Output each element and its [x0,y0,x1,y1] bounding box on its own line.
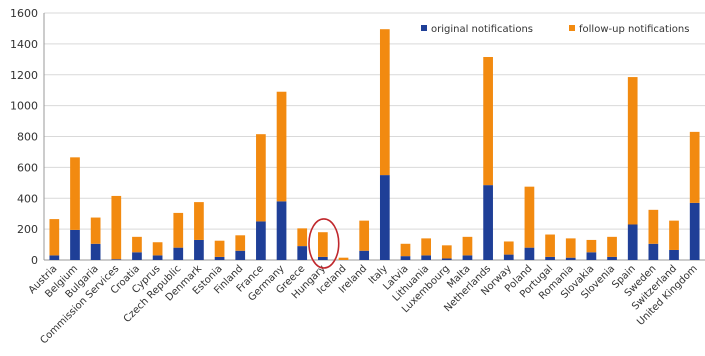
bar-original-denmark [194,239,204,260]
bar-follow-up-croatia [132,236,142,253]
bar-follow-up-czech-republic [173,212,184,248]
bar-follow-up-bulgaria [90,217,101,244]
bar-follow-up-estonia [214,240,225,257]
bar-follow-up-greece [297,228,308,247]
bar-follow-up-italy [379,29,390,176]
bar-follow-up-sweden [648,209,659,244]
bar-follow-up-ireland [359,220,370,251]
bar-original-italy [379,175,390,260]
bar-original-spain [627,224,638,260]
bar-original-netherlands [483,185,493,260]
y-tick-label: 1400 [10,38,38,51]
bar-original-lithuania [421,255,431,260]
legend-label-original: original notifications [431,24,533,35]
bar-original-belgium [70,229,80,260]
bar-follow-up-germany [276,91,287,202]
bar-original-hungary [318,256,328,260]
bar-follow-up-belgium [70,157,80,230]
highlight-ellipse [308,218,340,269]
bar-original-slovenia [607,256,617,260]
legend-swatch-follow-up [569,25,575,31]
bar-original-norway [503,254,514,260]
bar-original-romania [565,257,576,260]
bar-original-latvia [400,256,411,260]
bar-original-austria [49,255,60,260]
bar-original-czech-republic [173,247,184,260]
bar-follow-up-finland [235,235,246,251]
bar-original-bulgaria [90,243,101,260]
legend-label-follow-up: follow-up notifications [579,24,689,35]
bar-original-germany [276,201,287,260]
y-tick-label: 200 [17,223,38,236]
y-tick-label: 0 [31,254,38,267]
bar-original-france [256,221,266,260]
bar-follow-up-commission-services [111,195,122,260]
bar-original-croatia [132,252,142,260]
bar-follow-up-france [256,134,266,222]
y-tick-label: 400 [17,192,38,205]
bar-follow-up-latvia [400,243,411,257]
bar-original-poland [524,247,535,260]
bar-original-ireland [359,250,370,260]
gridlines [44,12,705,261]
y-tick-label: 1200 [10,69,38,82]
y-tick-labels: 0 200 400 600 800 1000 1200 1400 1600 [10,7,38,267]
bar-follow-up-slovenia [607,236,617,257]
y-tick-label: 1600 [10,7,38,20]
bar-original-greece [297,246,308,260]
bar-original-sweden [648,243,659,260]
bar-original-malta [462,255,473,260]
bar-follow-up-united-kingdom [689,131,700,203]
bar-follow-up-denmark [194,202,204,240]
bar-follow-up-austria [49,219,60,256]
bar-original-commission-services [111,259,122,260]
y-tick-label: 800 [17,131,38,144]
legend: original notifications follow-up notific… [421,24,689,35]
bar-original-united-kingdom [689,202,700,260]
annotations [308,218,340,269]
bar-follow-up-netherlands [483,56,493,186]
y-tick-label: 1000 [10,100,38,113]
bar-follow-up-iceland [338,257,349,260]
bar-original-finland [235,250,246,260]
bar-original-luxembourg [441,258,452,260]
y-tick-label: 600 [17,161,38,174]
bar-follow-up-luxembourg [441,245,452,259]
bar-follow-up-hungary [318,232,328,257]
bar-follow-up-malta [462,236,473,256]
bar-follow-up-cyprus [152,242,163,256]
bar-follow-up-poland [524,186,535,248]
bar-follow-up-romania [565,238,576,258]
bar-follow-up-slovakia [586,239,597,253]
bar-original-cyprus [152,255,163,260]
bar-follow-up-norway [503,241,514,255]
bar-follow-up-lithuania [421,238,431,256]
bars [49,29,700,260]
bar-original-switzerland [669,249,679,260]
bar-original-estonia [214,256,225,260]
bar-follow-up-spain [627,77,638,225]
legend-swatch-original [421,25,427,31]
bar-follow-up-switzerland [669,220,679,250]
bar-original-portugal [545,256,555,260]
bar-follow-up-portugal [545,234,555,257]
bar-original-slovakia [586,252,597,260]
